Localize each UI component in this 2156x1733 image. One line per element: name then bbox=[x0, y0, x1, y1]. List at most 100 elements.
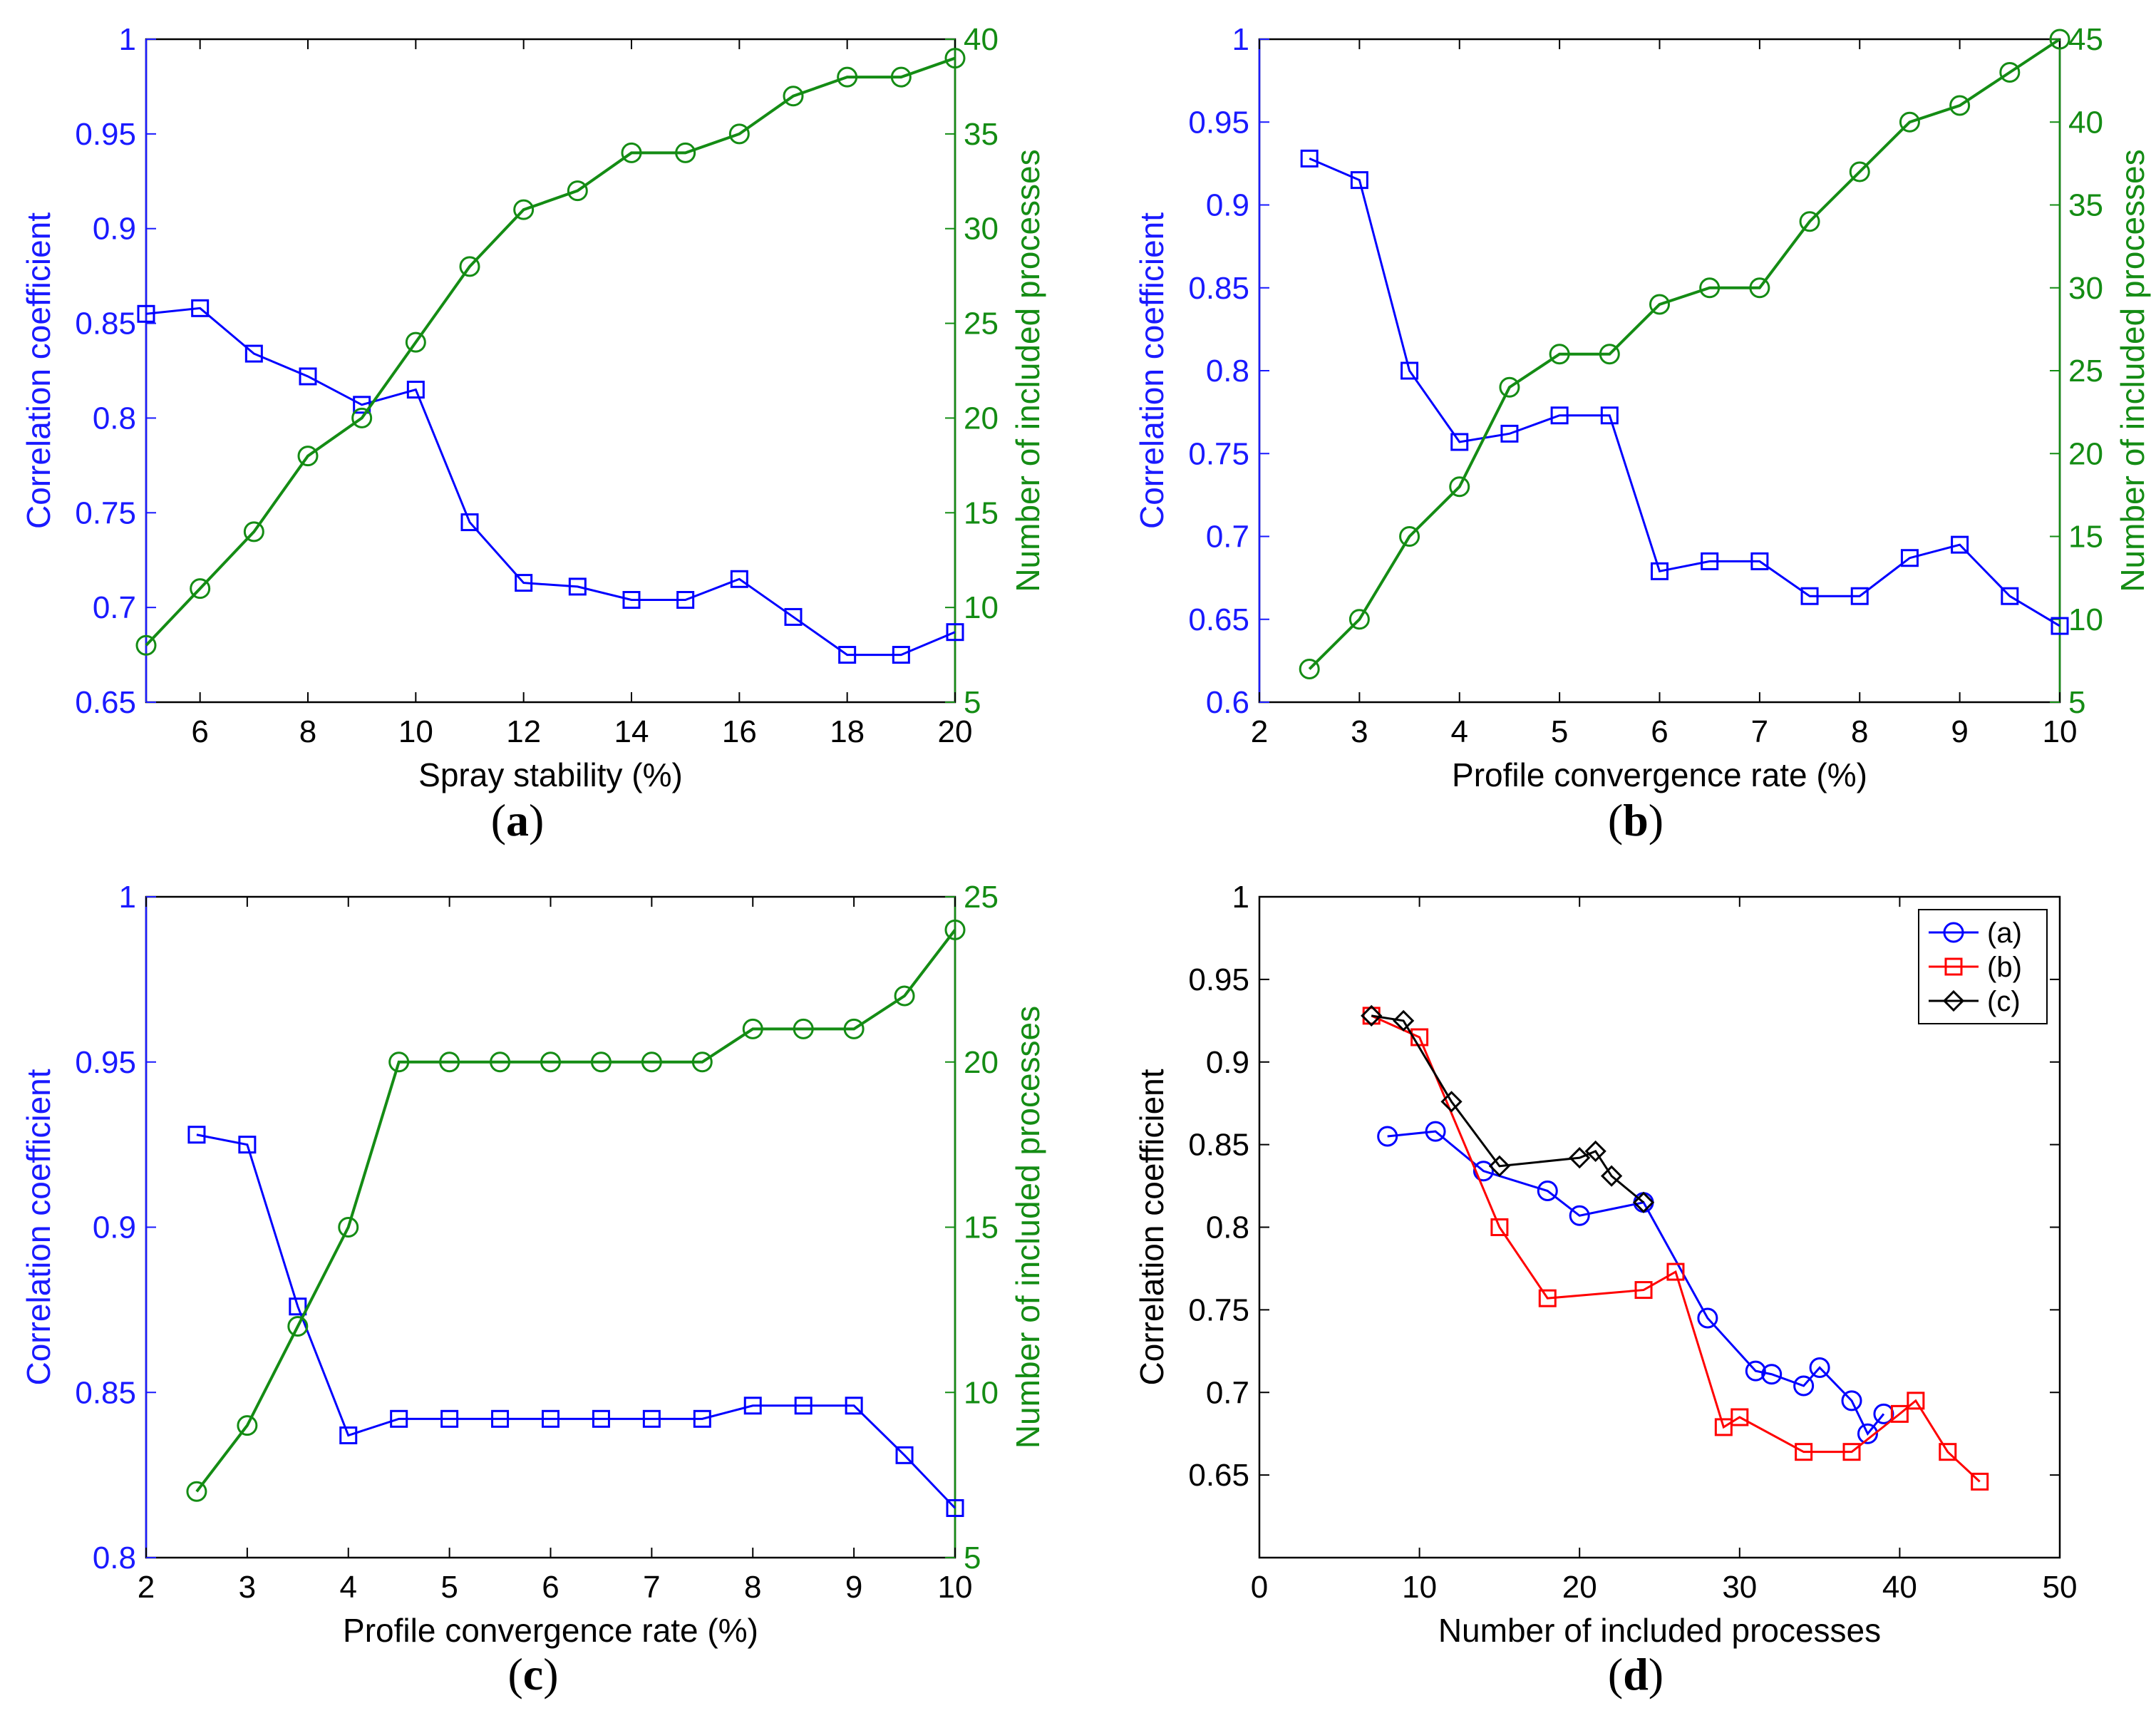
data-point bbox=[1377, 1126, 1398, 1147]
data-point bbox=[515, 574, 533, 592]
data-point bbox=[1651, 562, 1668, 580]
data-point bbox=[641, 1051, 662, 1073]
y-tick-label: 0.9 bbox=[93, 212, 136, 247]
data-point bbox=[390, 1409, 408, 1428]
data-point bbox=[1649, 294, 1670, 315]
x-tick-label: 40 bbox=[1882, 1570, 1917, 1605]
data-point bbox=[892, 646, 910, 664]
y-tick-label: 0.7 bbox=[1206, 1375, 1249, 1410]
plot-frame bbox=[145, 38, 956, 704]
y2-tick-label: 15 bbox=[964, 495, 999, 530]
data-point bbox=[693, 1409, 711, 1428]
data-point bbox=[1550, 406, 1569, 425]
y2-axis-label: Number of included processes bbox=[1009, 1006, 1046, 1449]
data-point bbox=[843, 1018, 865, 1039]
data-point bbox=[784, 607, 803, 626]
data-point bbox=[895, 1446, 914, 1464]
x-tick-label: 12 bbox=[506, 714, 541, 749]
y-tick-label: 0.85 bbox=[75, 1375, 136, 1410]
y-tick-label: 0.95 bbox=[75, 1045, 136, 1080]
series-right bbox=[186, 919, 966, 1502]
data-point bbox=[1584, 1140, 1606, 1163]
y2-tick-label: 10 bbox=[964, 590, 999, 625]
data-point bbox=[1745, 1360, 1766, 1382]
x-tick-label: 2 bbox=[138, 1570, 155, 1605]
panel-caption: (d) bbox=[1608, 1649, 1664, 1699]
data-point bbox=[730, 570, 748, 588]
x-tick-label: 6 bbox=[1651, 714, 1668, 749]
series-line bbox=[195, 929, 956, 1493]
x-tick-label: 20 bbox=[938, 714, 973, 749]
y2-tick-label: 10 bbox=[2068, 602, 2103, 637]
data-point bbox=[1538, 1289, 1557, 1307]
data-point bbox=[1873, 1403, 1894, 1424]
data-point bbox=[491, 1409, 510, 1428]
y2-tick-label: 15 bbox=[964, 1210, 999, 1245]
y2-tick-label: 25 bbox=[2068, 354, 2103, 389]
y-tick-label: 0.95 bbox=[75, 117, 136, 152]
x-tick-label: 7 bbox=[1751, 714, 1768, 749]
chart-panel-d: 0 10 20 30 40 50 0.65 0.7 0.75 0.8 0.85 0.9 0.95 1 Num… bbox=[1133, 880, 2077, 1699]
legend: (a)(b)(c) bbox=[1918, 909, 2048, 1024]
data-point bbox=[1731, 1408, 1749, 1426]
data-point bbox=[793, 1018, 814, 1039]
data-point bbox=[567, 180, 588, 202]
y-tick-label: 0.8 bbox=[1206, 1210, 1249, 1245]
data-point bbox=[299, 367, 317, 386]
data-point bbox=[287, 1316, 309, 1337]
series-left bbox=[187, 1126, 964, 1517]
data-point bbox=[1425, 1121, 1446, 1142]
y-tick-label: 0.8 bbox=[93, 1541, 136, 1575]
data-point bbox=[2051, 617, 2069, 635]
data-point bbox=[1488, 1155, 1511, 1177]
data-point bbox=[2001, 587, 2019, 605]
x-tick-label: 10 bbox=[2043, 714, 2078, 749]
x-tick-label: 7 bbox=[643, 1570, 660, 1605]
y-tick-label: 1 bbox=[119, 880, 136, 915]
data-point bbox=[1907, 1392, 1925, 1410]
data-point bbox=[676, 591, 695, 610]
data-point bbox=[1399, 526, 1420, 547]
x-tick-label: 5 bbox=[1551, 714, 1568, 749]
data-point bbox=[1490, 1218, 1509, 1236]
series-right bbox=[1299, 29, 2070, 679]
y2-tick-label: 5 bbox=[964, 685, 981, 720]
data-point bbox=[1842, 1443, 1861, 1461]
panel-caption: (b) bbox=[1608, 795, 1664, 845]
data-point bbox=[691, 1051, 713, 1073]
y-tick-label: 0.7 bbox=[1206, 520, 1249, 555]
data-point bbox=[460, 513, 479, 532]
data-point bbox=[405, 331, 426, 353]
data-point bbox=[1300, 149, 1319, 168]
x-tick-label: 18 bbox=[830, 714, 865, 749]
y-tick-label: 0.85 bbox=[1188, 1128, 1249, 1163]
data-point bbox=[1793, 1375, 1815, 1397]
data-point bbox=[244, 344, 263, 363]
data-point bbox=[1999, 62, 2021, 83]
data-point bbox=[1697, 1307, 1718, 1329]
x-tick-label: 5 bbox=[440, 1570, 458, 1605]
data-point bbox=[406, 381, 425, 399]
data-point bbox=[1849, 161, 1870, 182]
legend-label: (b) bbox=[1987, 952, 2022, 983]
x-tick-label: 8 bbox=[299, 714, 316, 749]
data-point bbox=[1348, 609, 1370, 630]
data-point bbox=[542, 1409, 559, 1428]
data-point bbox=[1890, 1404, 1909, 1423]
x-tick-label: 30 bbox=[1722, 1570, 1757, 1605]
y2-tick-label: 5 bbox=[964, 1541, 981, 1575]
data-point bbox=[1939, 1443, 1957, 1461]
y-tick-label: 0.8 bbox=[93, 401, 136, 436]
chart-panel-b: 2 3 4 5 6 7 8 9 100.60.650.70.750.80.850.90.9515… bbox=[1133, 22, 2151, 845]
data-point bbox=[845, 1397, 863, 1415]
caption-letter: d bbox=[1623, 1649, 1649, 1699]
data-point bbox=[1472, 1161, 1494, 1182]
data-point bbox=[1850, 587, 1869, 605]
data-point bbox=[1761, 1364, 1783, 1385]
data-point bbox=[838, 646, 857, 664]
legend-marker bbox=[1942, 989, 1965, 1012]
data-point bbox=[622, 591, 641, 610]
data-point bbox=[187, 1126, 206, 1144]
data-point bbox=[592, 1409, 610, 1428]
x-tick-label: 10 bbox=[1402, 1570, 1437, 1605]
